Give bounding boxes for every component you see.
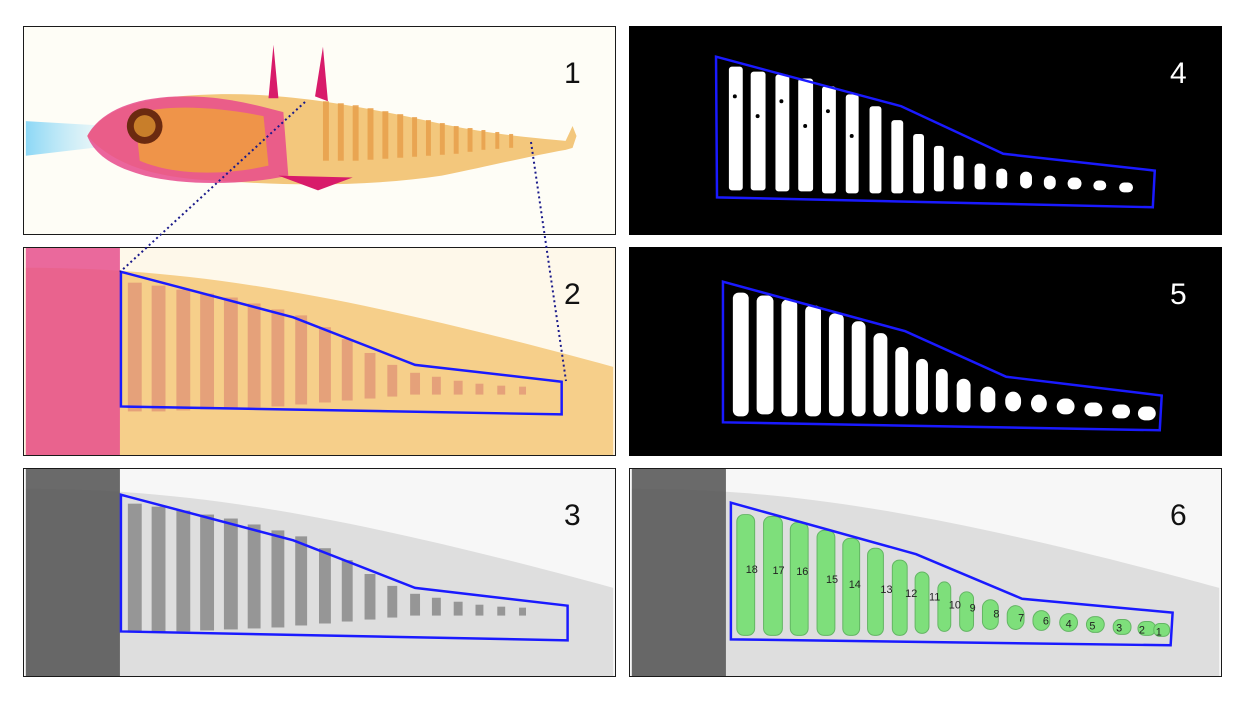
panel-2-roi-color: 2 [23, 247, 616, 456]
panel-5-label: 5 [1170, 278, 1187, 311]
vertebra-number-label: 6 [1043, 615, 1049, 627]
vertebra-number-label: 13 [880, 584, 892, 596]
panel-5-cleaned-mask: 5 [629, 247, 1222, 456]
vertebra-number-label: 7 [1018, 613, 1024, 625]
vertebra-number-label: 12 [905, 588, 917, 600]
cleaned-mask-image [721, 280, 1164, 432]
segmentation-overlay-image: 18 17 16 15 14 13 12 11 10 9 8 7 6 4 5 3 2 1 [631, 469, 1220, 676]
panel-3-label: 3 [564, 499, 581, 532]
vertebra-number-label: 8 [993, 609, 999, 621]
vertebra-number-label: 11 [929, 592, 940, 604]
vertebra-number-label: 17 [772, 565, 784, 577]
fish-image [25, 44, 577, 191]
grayscale-image [25, 469, 614, 676]
vertebra-number-label: 1 [1156, 626, 1162, 638]
vertebra-number-label: 16 [796, 566, 808, 578]
vertebra-number-label: 18 [746, 564, 758, 576]
vertebra-number-label: 2 [1139, 624, 1145, 636]
panel-6-labeled-segments: 18 17 16 15 14 13 12 11 10 9 8 7 6 4 5 3 2 1 6 [629, 468, 1222, 677]
vertebra-number-label: 5 [1089, 620, 1095, 632]
panel-4-label: 4 [1170, 57, 1187, 90]
vertebra-number-label: 14 [849, 579, 861, 591]
vertebra-number-label: 4 [1066, 618, 1072, 630]
panel-6-label: 6 [1170, 499, 1187, 532]
zoomed-color-image [25, 248, 614, 455]
panel-4-threshold-mask: 4 [629, 26, 1222, 235]
panel-3-roi-grayscale: 3 [23, 468, 616, 677]
vertebra-number-label: 9 [970, 603, 976, 615]
panel-2-label: 2 [564, 278, 581, 311]
threshold-image [714, 55, 1157, 209]
panel-1-whole-fish: 1 [23, 26, 616, 235]
vertebra-number-label: 10 [949, 600, 961, 612]
vertebra-number-label: 3 [1116, 622, 1122, 634]
panel-1-label: 1 [564, 57, 581, 90]
vertebra-number-label: 15 [826, 574, 838, 586]
